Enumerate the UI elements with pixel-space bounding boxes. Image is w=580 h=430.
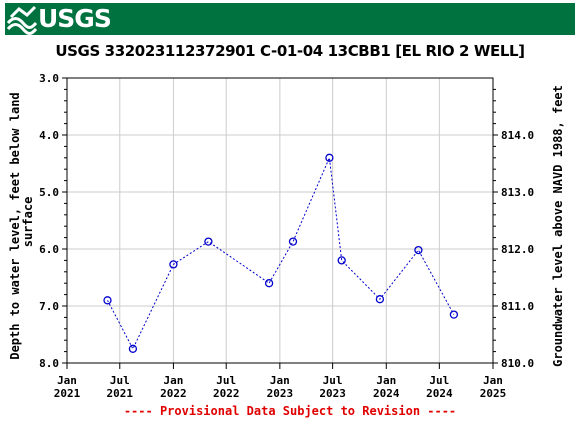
y-axis-label-left-line2: surface [21,197,35,248]
right-tick-label: 813.0 [501,186,534,199]
data-point [128,344,138,353]
x-tick-label-month: Jan [57,374,77,387]
x-tick-label-year: 2025 [480,387,507,400]
x-tick-label-month: Jan [376,374,396,387]
x-tick-label-month: Jul [216,374,236,387]
data-point [325,153,334,162]
usgs-logo-text: USGS [38,4,112,33]
x-tick-label-month: Jul [429,374,449,387]
left-tick-label: 4.0 [39,129,59,142]
x-tick-label-month: Jul [110,374,130,387]
y-axis-label-right: Groundwater level above NAVD 1988, feet [551,85,565,367]
x-tick-label-month: Jan [163,374,183,387]
x-tick-label-month: Jul [323,374,343,387]
x-tick-label-year: 2024 [373,387,400,400]
data-point [288,237,298,246]
usgs-logo-icon [6,5,38,35]
right-tick-label: 812.0 [501,243,534,256]
x-axis: Jan2021Jul2021Jan2022Jul2022Jan2023Jul20… [54,363,507,400]
grid-lines [66,77,494,364]
data-point [337,256,346,265]
x-tick-label-year: 2021 [107,387,134,400]
left-tick-label: 5.0 [39,186,59,199]
left-axis: 3.0 4.0 5.0 6.0 7.0 8.0 [39,72,67,370]
data-series [103,153,459,353]
x-tick-label-year: 2023 [267,387,294,400]
left-tick-label: 6.0 [39,243,59,256]
right-tick-label: 814.0 [501,129,534,142]
x-tick-label-month: Jan [270,374,290,387]
data-point [375,295,385,304]
data-point [264,279,274,288]
y-axis-label-left-line1: Depth to water level, feet below land [8,92,22,359]
left-tick-label: 3.0 [39,72,59,85]
right-axis: 814.0 813.0 812.0 811.0 810.0 [493,88,534,370]
data-point [414,245,423,255]
left-tick-label: 8.0 [39,357,59,370]
chart-title: USGS 332023112372901 C-01-04 13CBB1 [EL … [55,42,525,60]
x-tick-label-year: 2022 [213,387,240,400]
data-point [449,310,459,319]
x-tick-label-year: 2022 [160,387,187,400]
left-tick-label: 7.0 [39,300,59,313]
data-point [103,296,112,305]
right-tick-label: 811.0 [501,300,534,313]
provisional-note: ---- Provisional Data Subject to Revisio… [123,404,457,418]
x-tick-label-year: 2021 [54,387,81,400]
x-tick-label-year: 2023 [319,387,346,400]
series-line [107,155,455,350]
x-tick-label-year: 2024 [426,387,453,400]
right-tick-label: 810.0 [501,357,534,370]
usgs-banner: USGS [5,3,575,35]
x-tick-label-month: Jan [483,374,503,387]
data-point [169,260,178,269]
data-point [204,237,213,246]
